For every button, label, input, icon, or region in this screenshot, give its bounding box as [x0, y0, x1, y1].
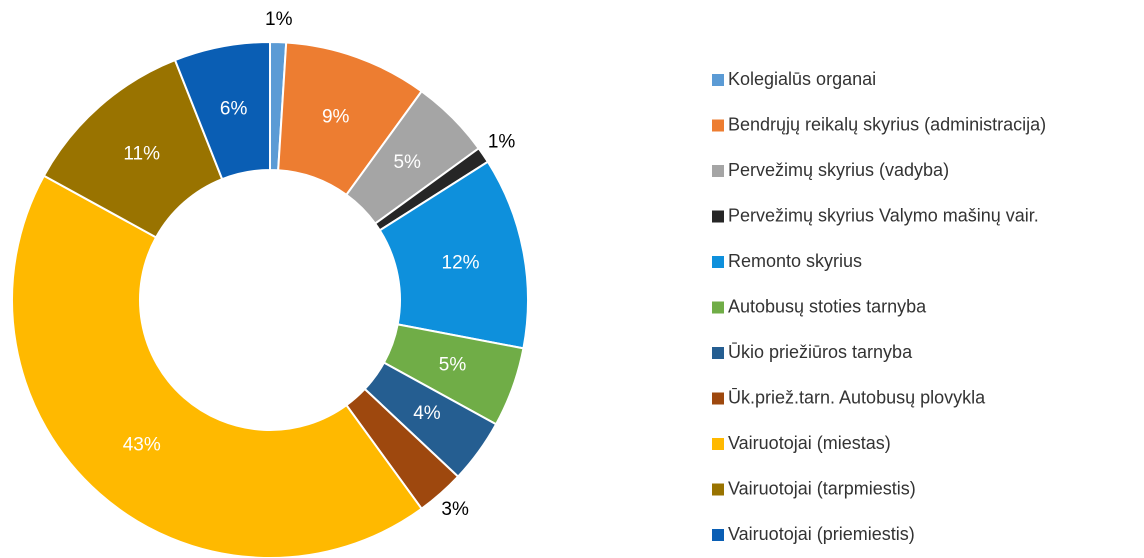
- legend-label: Ūk.priež.tarn. Autobusų plovykla: [728, 387, 986, 407]
- legend-label: Pervežimų skyrius (vadyba): [728, 160, 949, 180]
- legend-swatch: [712, 119, 724, 132]
- data-label: 9%: [322, 106, 350, 127]
- legend-swatch: [712, 301, 724, 314]
- legend-swatch: [712, 529, 724, 541]
- legend-label: Autobusų stoties tarnyba: [728, 296, 927, 316]
- data-label: 12%: [442, 253, 480, 274]
- legend-swatch: [712, 392, 724, 405]
- data-label: 1%: [265, 9, 293, 30]
- legend-label: Kolegialūs organai: [728, 69, 876, 89]
- slice: [11, 174, 424, 558]
- legend-label: Bendrųjų reikalų skyrius (administracija…: [728, 114, 1046, 134]
- data-label: 4%: [413, 403, 441, 424]
- legend-swatch: [712, 165, 724, 177]
- legend-swatch: [712, 210, 724, 223]
- legend-swatch: [712, 256, 724, 268]
- legend-swatch: [712, 438, 724, 450]
- legend-label: Vairuotojai (priemiestis): [728, 524, 915, 544]
- data-label: 11%: [123, 143, 160, 164]
- data-label: 43%: [123, 435, 161, 456]
- data-label: 3%: [441, 499, 469, 520]
- data-label: 1%: [488, 132, 516, 153]
- slice: [173, 40, 271, 181]
- data-label: 5%: [439, 355, 467, 376]
- legend-label: Vairuotojai (tarpmiestis): [728, 478, 916, 498]
- legend-label: Ūkio priežiūros tarnyba: [728, 342, 913, 362]
- legend-label: Pervežimų skyrius Valymo mašinų vair.: [728, 205, 1039, 225]
- legend-label: Vairuotojai (miestas): [728, 433, 891, 453]
- legend-label: Remonto skyrius: [728, 251, 862, 271]
- data-label: 5%: [393, 152, 421, 173]
- legend-swatch: [712, 74, 724, 86]
- data-label: 6%: [220, 98, 248, 119]
- legend-swatch: [712, 483, 724, 496]
- legend-swatch: [712, 347, 724, 359]
